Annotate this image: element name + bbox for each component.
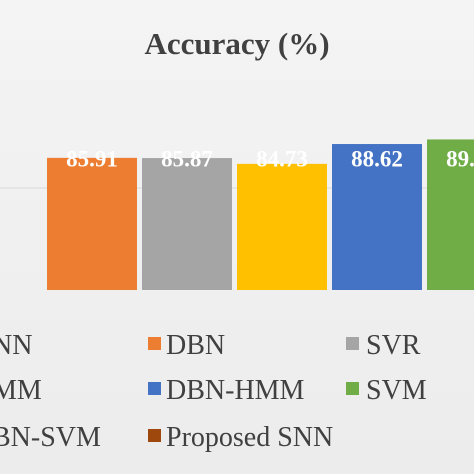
value-label: 85.91 — [66, 147, 118, 172]
bar — [332, 144, 422, 290]
legend-label: DBN — [166, 330, 225, 361]
legend-swatch — [148, 429, 161, 442]
legend-swatch — [148, 382, 161, 395]
bar — [47, 157, 137, 290]
legend-label: SVR — [366, 330, 421, 361]
bar — [427, 139, 474, 290]
value-label: 84.73 — [256, 147, 308, 172]
legend-label: DBN-HMM — [166, 375, 305, 406]
bar — [142, 158, 232, 290]
legend-label: MM — [0, 375, 42, 406]
value-label: 85.87 — [161, 147, 213, 172]
value-label: 88.62 — [351, 147, 403, 172]
legend-swatch — [346, 382, 359, 395]
legend-label: Proposed SNN — [166, 422, 333, 453]
value-label: 89.52 — [446, 147, 474, 172]
legend-label: SVM — [366, 375, 427, 406]
legend-swatch — [346, 337, 359, 350]
chart-title: Accuracy (%) — [144, 26, 329, 61]
legend-label: NN — [0, 330, 32, 361]
bar — [237, 163, 327, 290]
legend-label: BN-SVM — [0, 422, 101, 453]
legend-swatch — [148, 337, 161, 350]
